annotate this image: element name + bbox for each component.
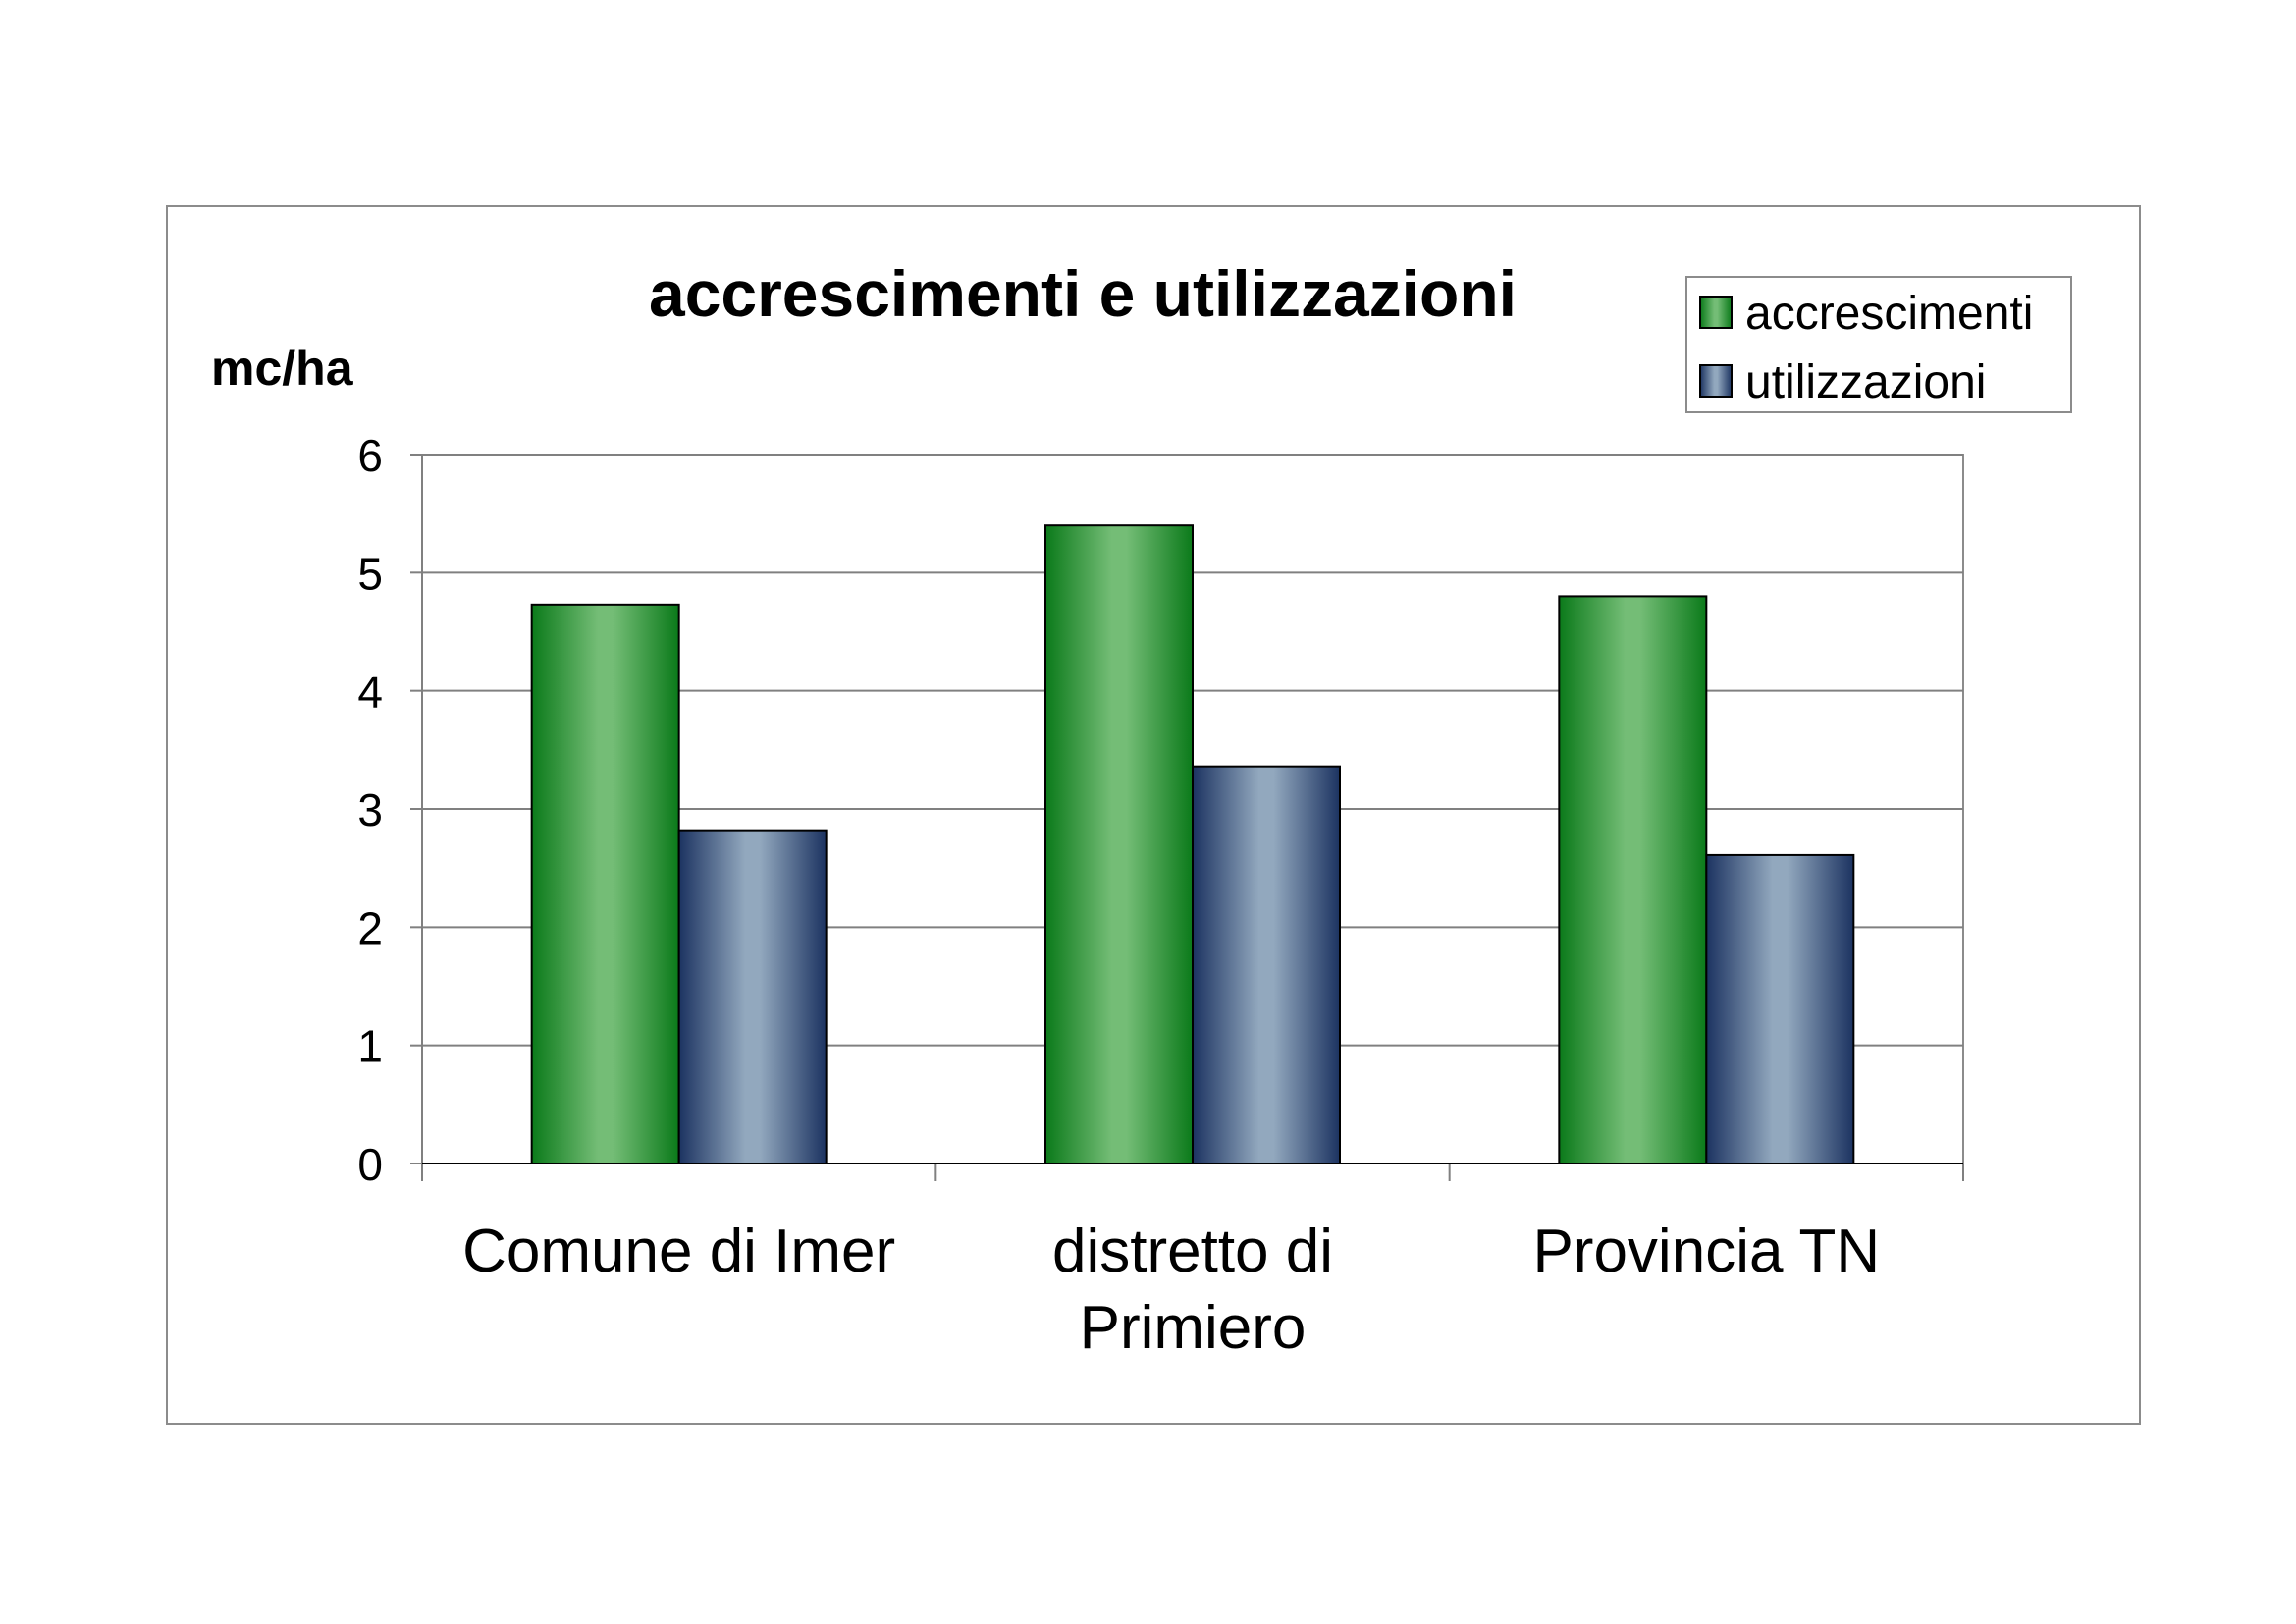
bar-accrescimenti [530, 603, 680, 1164]
y-tick-label: 0 [357, 1139, 383, 1190]
bar-utilizzazioni [1192, 765, 1341, 1164]
bar-accrescimenti [1558, 595, 1708, 1164]
y-tick-label: 2 [357, 902, 383, 953]
plot-area: 0 1 2 3 4 5 6 Comune di Imer distretto di Primier… [357, 430, 1964, 1362]
y-tick-label: 5 [357, 548, 383, 599]
legend: accrescimenti utilizzazioni [1685, 276, 2072, 413]
y-axis-label: mc/ha [211, 341, 354, 396]
legend-box [1685, 276, 2072, 413]
bar-utilizzazioni [677, 829, 828, 1164]
bar-accrescimenti [1044, 524, 1194, 1164]
y-tick-label: 4 [357, 667, 383, 718]
legend-label: utilizzazioni [1745, 356, 1986, 408]
legend-swatch-accrescimenti [1699, 296, 1733, 329]
chart-title: accrescimenti e utilizzazioni [649, 257, 1517, 330]
y-tick-label: 3 [357, 785, 383, 836]
y-tick-label: 1 [357, 1021, 383, 1072]
x-tick-label: distretto di Primiero [1052, 1218, 1333, 1362]
x-tick-label: Provincia TN [1532, 1218, 1880, 1285]
legend-swatch-utilizzazioni [1699, 364, 1733, 398]
legend-label: accrescimenti [1745, 288, 2033, 340]
y-tick-label: 6 [357, 430, 383, 481]
x-tick-label: Comune di Imer [462, 1218, 895, 1285]
bar-utilizzazioni [1705, 853, 1855, 1164]
